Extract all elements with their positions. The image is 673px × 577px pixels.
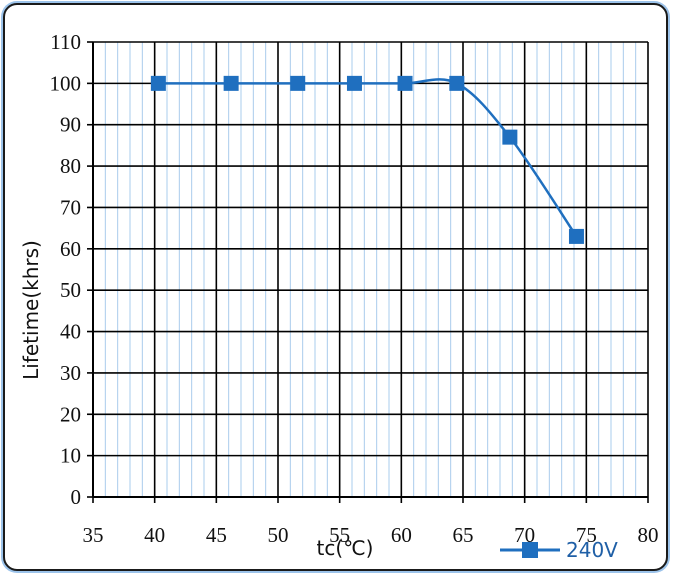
y-tick-label-90: 90 — [60, 113, 81, 137]
x-tick-label-80: 80 — [638, 523, 659, 547]
data-point-2 — [290, 75, 306, 91]
x-tick-label-45: 45 — [206, 523, 227, 547]
minor-grid — [104, 42, 637, 497]
major-grid — [93, 41, 649, 497]
x-tick-label-55: 55 — [329, 523, 350, 547]
data-point-3 — [346, 75, 362, 91]
x-axis-title: tc(℃) — [317, 536, 374, 560]
tick-labels: 0 10 20 30 40 50 60 70 80 90 100 110 35 40 45 50 55 60 65 7… — [50, 30, 659, 547]
y-tick-label-30: 30 — [60, 361, 81, 385]
chart-frame — [3, 3, 668, 571]
x-tick-label-65: 65 — [453, 523, 474, 547]
legend-label-240v: 240V — [566, 538, 618, 562]
data-point-1 — [223, 75, 239, 91]
y-tick-label-50: 50 — [60, 278, 81, 302]
x-tick-label-60: 60 — [391, 523, 412, 547]
y-tick-label-80: 80 — [60, 154, 81, 178]
y-tick-label-70: 70 — [60, 195, 81, 219]
y-tick-label-40: 40 — [60, 320, 81, 344]
axes — [87, 41, 649, 503]
x-tick-label-75: 75 — [576, 523, 597, 547]
x-tick-label-70: 70 — [514, 523, 535, 547]
data-point-6 — [502, 129, 518, 145]
x-tick-label-50: 50 — [268, 523, 289, 547]
y-tick-label-60: 60 — [60, 237, 81, 261]
data-point-7 — [568, 228, 584, 244]
data-point-5 — [449, 75, 465, 91]
y-tick-label-10: 10 — [60, 444, 81, 468]
x-tick-label-35: 35 — [83, 523, 104, 547]
legend: 240V — [500, 538, 618, 562]
series-line-0 — [158, 78, 578, 238]
data-point-4 — [397, 75, 413, 91]
legend-marker-240v — [522, 542, 538, 558]
y-tick-label-20: 20 — [60, 402, 81, 426]
y-tick-label-110: 110 — [50, 30, 81, 54]
x-tick-label-40: 40 — [144, 523, 165, 547]
y-tick-label-0: 0 — [71, 485, 82, 509]
y-tick-label-100: 100 — [50, 71, 82, 95]
data-point-0 — [150, 75, 166, 91]
series-layer — [150, 75, 584, 244]
y-axis-title: Lifetime(khrs) — [19, 240, 43, 380]
